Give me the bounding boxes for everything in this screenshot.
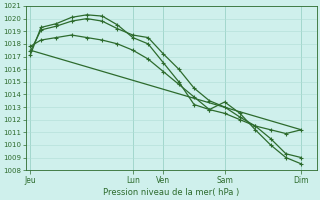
X-axis label: Pression niveau de la mer( hPa ): Pression niveau de la mer( hPa ) [103, 188, 239, 197]
